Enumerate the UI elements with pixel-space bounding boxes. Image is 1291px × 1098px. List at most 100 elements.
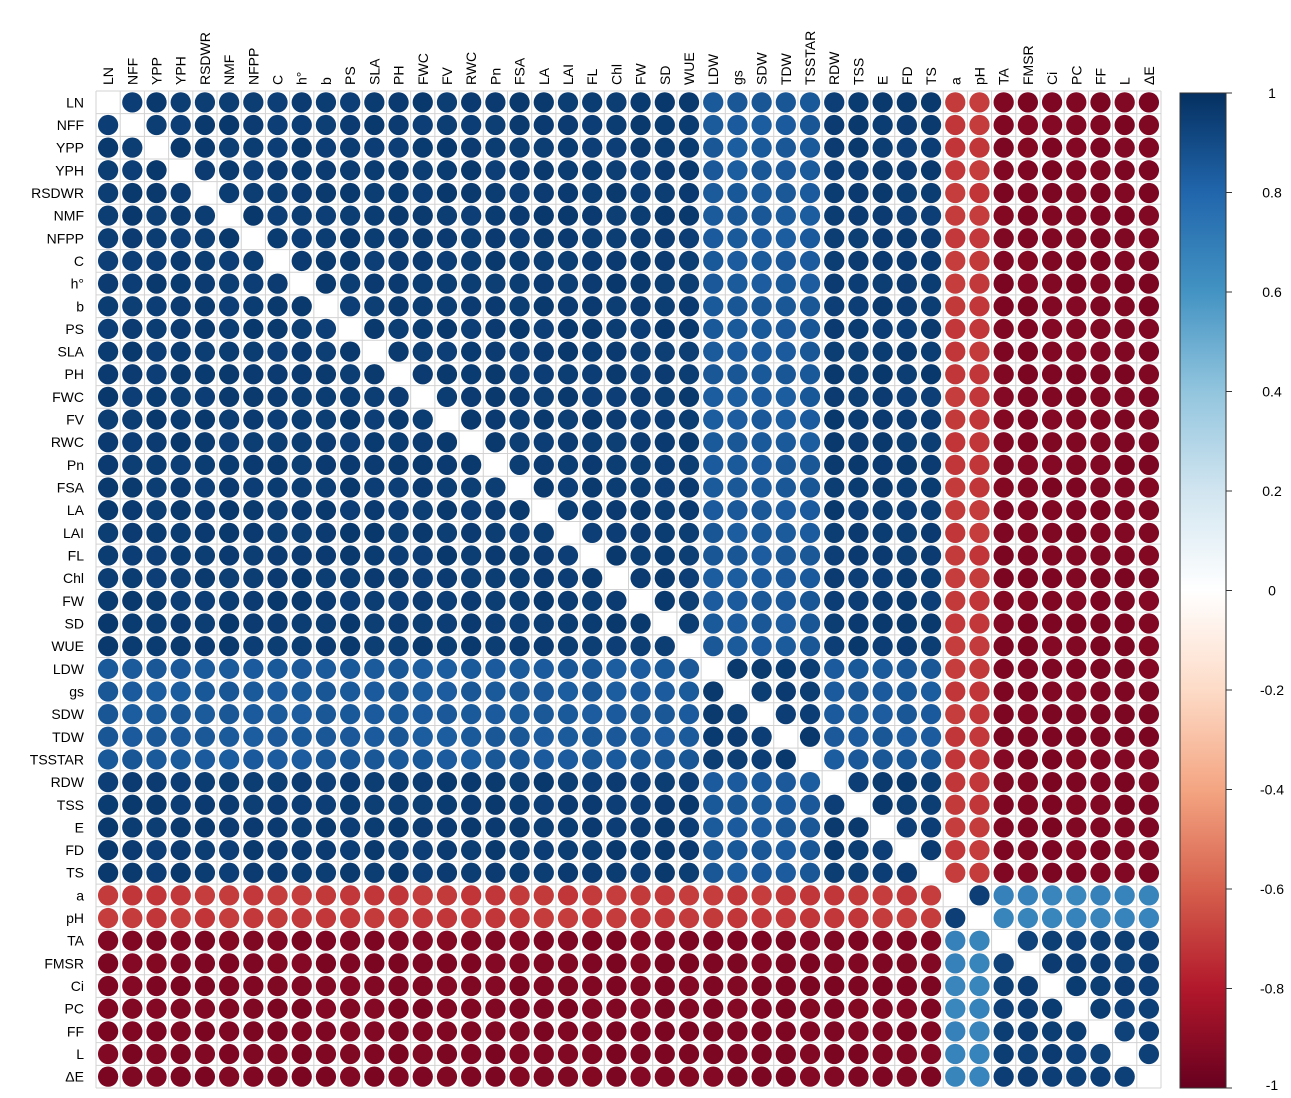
correlation-cell [630,92,651,113]
correlation-cell [969,432,990,453]
correlation-cell [727,522,748,543]
correlation-cell [194,364,216,385]
correlation-cell [1041,590,1063,611]
correlation-cell [799,681,821,702]
correlation-cell [872,749,893,770]
correlation-cell [630,1066,651,1087]
column-label: YPH [173,56,189,85]
correlation-cell [291,771,312,793]
correlation-cell [122,273,143,294]
correlation-cell [654,885,675,906]
correlation-cell [945,975,966,997]
correlation-cell [969,273,990,294]
correlation-cell [509,114,530,136]
correlation-cell [654,386,675,408]
correlation-cell [97,953,119,974]
correlation-cell [533,386,554,408]
correlation-cell [388,1021,409,1042]
correlation-cell [1017,907,1039,929]
correlation-cell [703,636,724,657]
correlation-cell [146,613,167,634]
correlation-cell [678,114,700,136]
correlation-cell [340,975,361,997]
column-label: Ci [1044,72,1060,85]
correlation-cell [170,500,191,521]
correlation-cell [170,318,191,340]
correlation-cell [993,998,1014,1019]
column-label: gs [729,70,745,85]
correlation-cell [219,726,240,747]
correlation-cell [1138,545,1160,566]
correlation-cell [315,749,337,770]
correlation-cell [920,454,942,476]
correlation-cell [993,477,1014,498]
correlation-cell [654,137,675,158]
correlation-cell [920,250,942,272]
correlation-cell [727,432,748,453]
correlation-cell [122,590,143,611]
correlation-cell [993,160,1014,181]
correlation-cell [945,636,966,657]
correlation-cell [1066,839,1087,861]
correlation-cell [824,681,845,702]
correlation-cell [509,454,530,476]
correlation-cell [848,545,869,566]
correlation-cell [1066,975,1087,997]
correlation-cell [582,137,603,158]
correlation-cell [1066,658,1087,679]
correlation-cell [1114,907,1135,929]
correlation-cell [461,160,482,181]
correlation-cell [485,318,506,340]
column-label: FD [899,66,915,85]
correlation-cell [557,771,579,793]
correlation-cell [751,726,772,747]
correlation-cell [557,205,579,226]
correlation-cell [1114,998,1135,1019]
correlation-cell [1138,749,1160,770]
correlation-cell [485,794,506,815]
correlation-cell [412,341,433,362]
column-label: SD [657,66,673,85]
correlation-cell [630,998,651,1019]
correlation-cell [824,318,845,340]
correlation-cell [606,975,627,997]
correlation-cell [969,341,990,362]
correlation-cell [1066,250,1087,272]
correlation-cell [969,137,990,158]
correlation-cell [388,681,409,702]
correlation-cell [896,160,917,181]
correlation-cell [485,1021,506,1042]
correlation-cell [461,975,482,997]
correlation-cell [509,1043,530,1065]
correlation-cell [557,794,579,815]
correlation-cell [267,432,288,453]
correlation-cell [848,704,869,725]
correlation-cell [1138,771,1160,793]
correlation-cell [1138,92,1160,113]
correlation-cell [1017,613,1039,634]
correlation-cell [824,726,845,747]
correlation-cell [194,477,216,498]
correlation-cell [751,92,772,113]
correlation-cell [436,296,458,317]
correlation-cell [945,137,966,158]
correlation-cell [243,296,264,317]
correlation-cell [219,817,240,838]
correlation-cell [267,590,288,611]
correlation-cell [1114,273,1135,294]
correlation-cell [364,907,385,929]
correlation-cell [654,794,675,815]
correlation-cell [896,477,917,498]
column-label: E [875,76,891,85]
row-label: FW [62,593,85,609]
correlation-cell [896,92,917,113]
correlation-cell [485,862,506,883]
correlation-cell [606,160,627,181]
correlation-cell [1114,885,1135,906]
correlation-cell [461,930,482,951]
correlation-cell [557,749,579,770]
correlation-cell [97,1066,119,1087]
correlation-cell [582,386,603,408]
correlation-cell [388,114,409,136]
correlation-cell [896,228,917,249]
